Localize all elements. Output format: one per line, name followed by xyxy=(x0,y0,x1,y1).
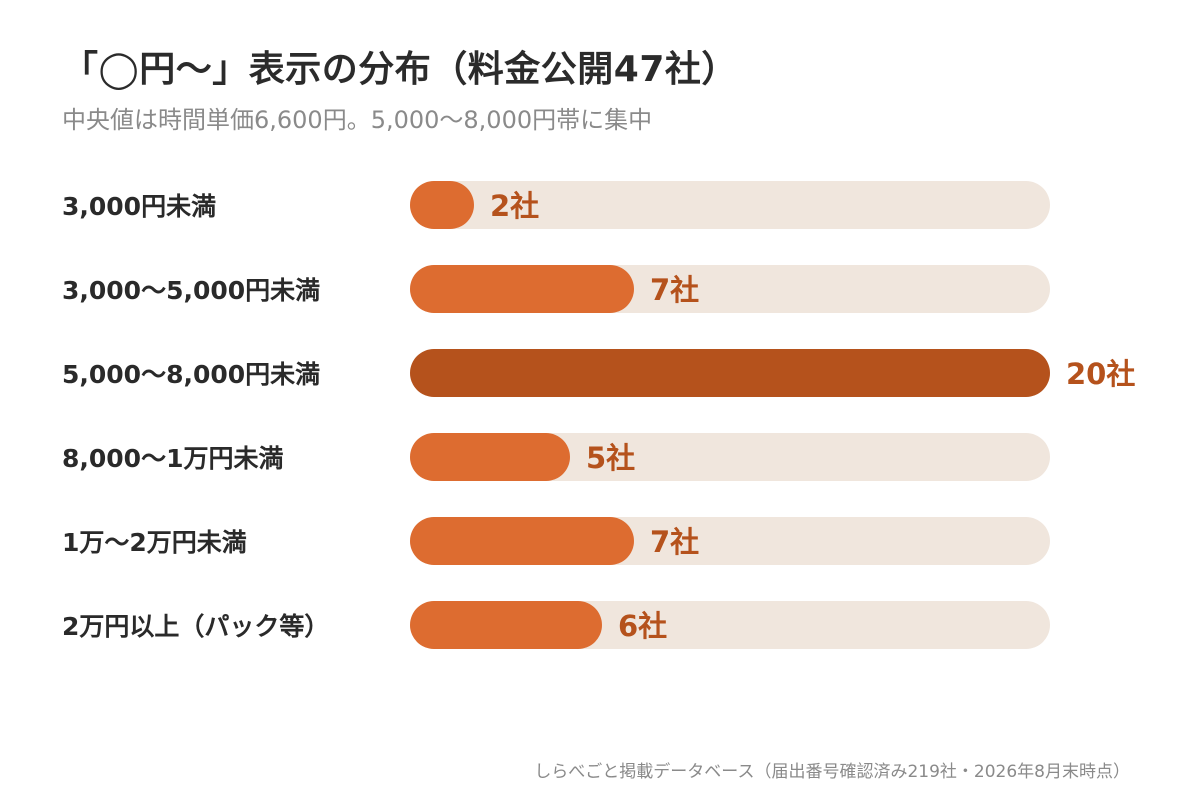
bar-row: 1万〜2万円未満 7社 xyxy=(62,517,1050,565)
category-label: 3,000〜5,000円未満 xyxy=(62,276,320,305)
category-label: 5,000〜8,000円未満 xyxy=(62,360,320,389)
bar xyxy=(410,349,1050,397)
source-note: しらべごと掲載データベース（届出番号確認済み219社・2026年8月末時点） xyxy=(534,762,1130,782)
bar xyxy=(410,181,474,229)
category-label: 1万〜2万円未満 xyxy=(62,528,247,557)
chart-subtitle: 中央値は時間単価6,600円。5,000〜8,000円帯に集中 xyxy=(62,106,653,134)
value-label: 5社 xyxy=(586,441,635,475)
value-label: 20社 xyxy=(1066,357,1135,391)
bar-row: 5,000〜8,000円未満 20社 xyxy=(62,349,1135,397)
value-label: 7社 xyxy=(650,273,699,307)
bar-row: 3,000円未満 2社 xyxy=(62,181,1050,229)
bar-row: 3,000〜5,000円未満 7社 xyxy=(62,265,1050,313)
value-label: 6社 xyxy=(618,609,667,643)
value-label: 7社 xyxy=(650,525,699,559)
bar xyxy=(410,517,634,565)
bar-row: 2万円以上（パック等） 6社 xyxy=(62,601,1050,649)
bar xyxy=(410,433,570,481)
category-label: 3,000円未満 xyxy=(62,192,216,221)
bar-row: 8,000〜1万円未満 5社 xyxy=(62,433,1050,481)
value-label: 2社 xyxy=(490,189,539,223)
category-label: 2万円以上（パック等） xyxy=(62,612,329,641)
category-label: 8,000〜1万円未満 xyxy=(62,444,283,473)
bar xyxy=(410,601,602,649)
bar xyxy=(410,265,634,313)
bar-track xyxy=(410,181,1050,229)
chart-title: 「◯円〜」表示の分布（料金公開47社） xyxy=(62,49,738,90)
bar-track xyxy=(410,433,1050,481)
